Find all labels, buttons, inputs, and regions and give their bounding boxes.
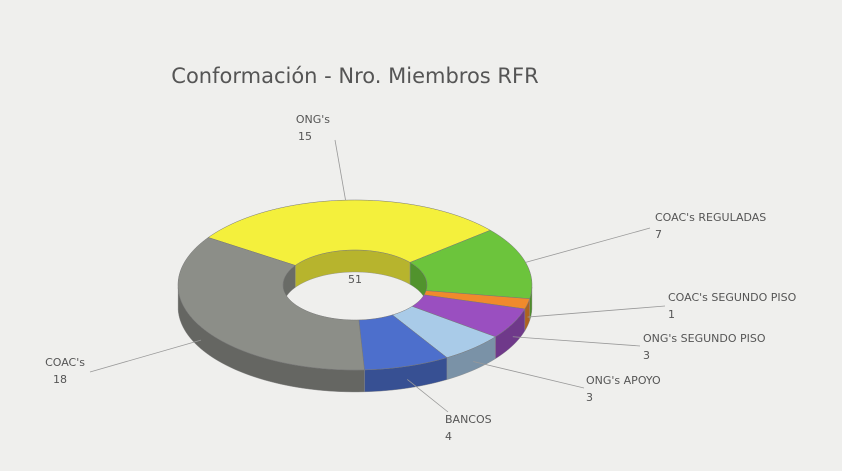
slice-value: 18 bbox=[53, 373, 67, 386]
slice-value: 7 bbox=[655, 228, 662, 241]
leader-line bbox=[527, 305, 666, 318]
leader-line bbox=[525, 227, 651, 263]
slice-label: ONG's APOYO bbox=[586, 374, 661, 387]
slice bbox=[177, 237, 365, 371]
total-label: 51 bbox=[348, 273, 362, 286]
slice-label: ONG's SEGUNDO PISO bbox=[643, 332, 766, 345]
chart-title: Conformación - Nro. Miembros RFR bbox=[171, 64, 538, 88]
leader-line bbox=[89, 339, 202, 373]
slice-label: ONG's bbox=[296, 113, 330, 126]
slice-label: COAC's bbox=[45, 356, 85, 369]
slice-label: BANCOS bbox=[445, 413, 492, 426]
slice-label: COAC's SEGUNDO PISO bbox=[668, 291, 797, 304]
slice-label: COAC's REGULADAS bbox=[655, 211, 766, 224]
leader-line bbox=[334, 139, 346, 201]
slice-value: 1 bbox=[668, 308, 675, 321]
leader-line bbox=[407, 379, 449, 413]
slice-value: 15 bbox=[298, 130, 312, 143]
slice-value: 3 bbox=[586, 391, 593, 404]
leader-line bbox=[473, 361, 585, 389]
slice-value: 4 bbox=[445, 430, 452, 443]
slice-value: 3 bbox=[643, 349, 650, 362]
leader-line bbox=[512, 336, 641, 347]
